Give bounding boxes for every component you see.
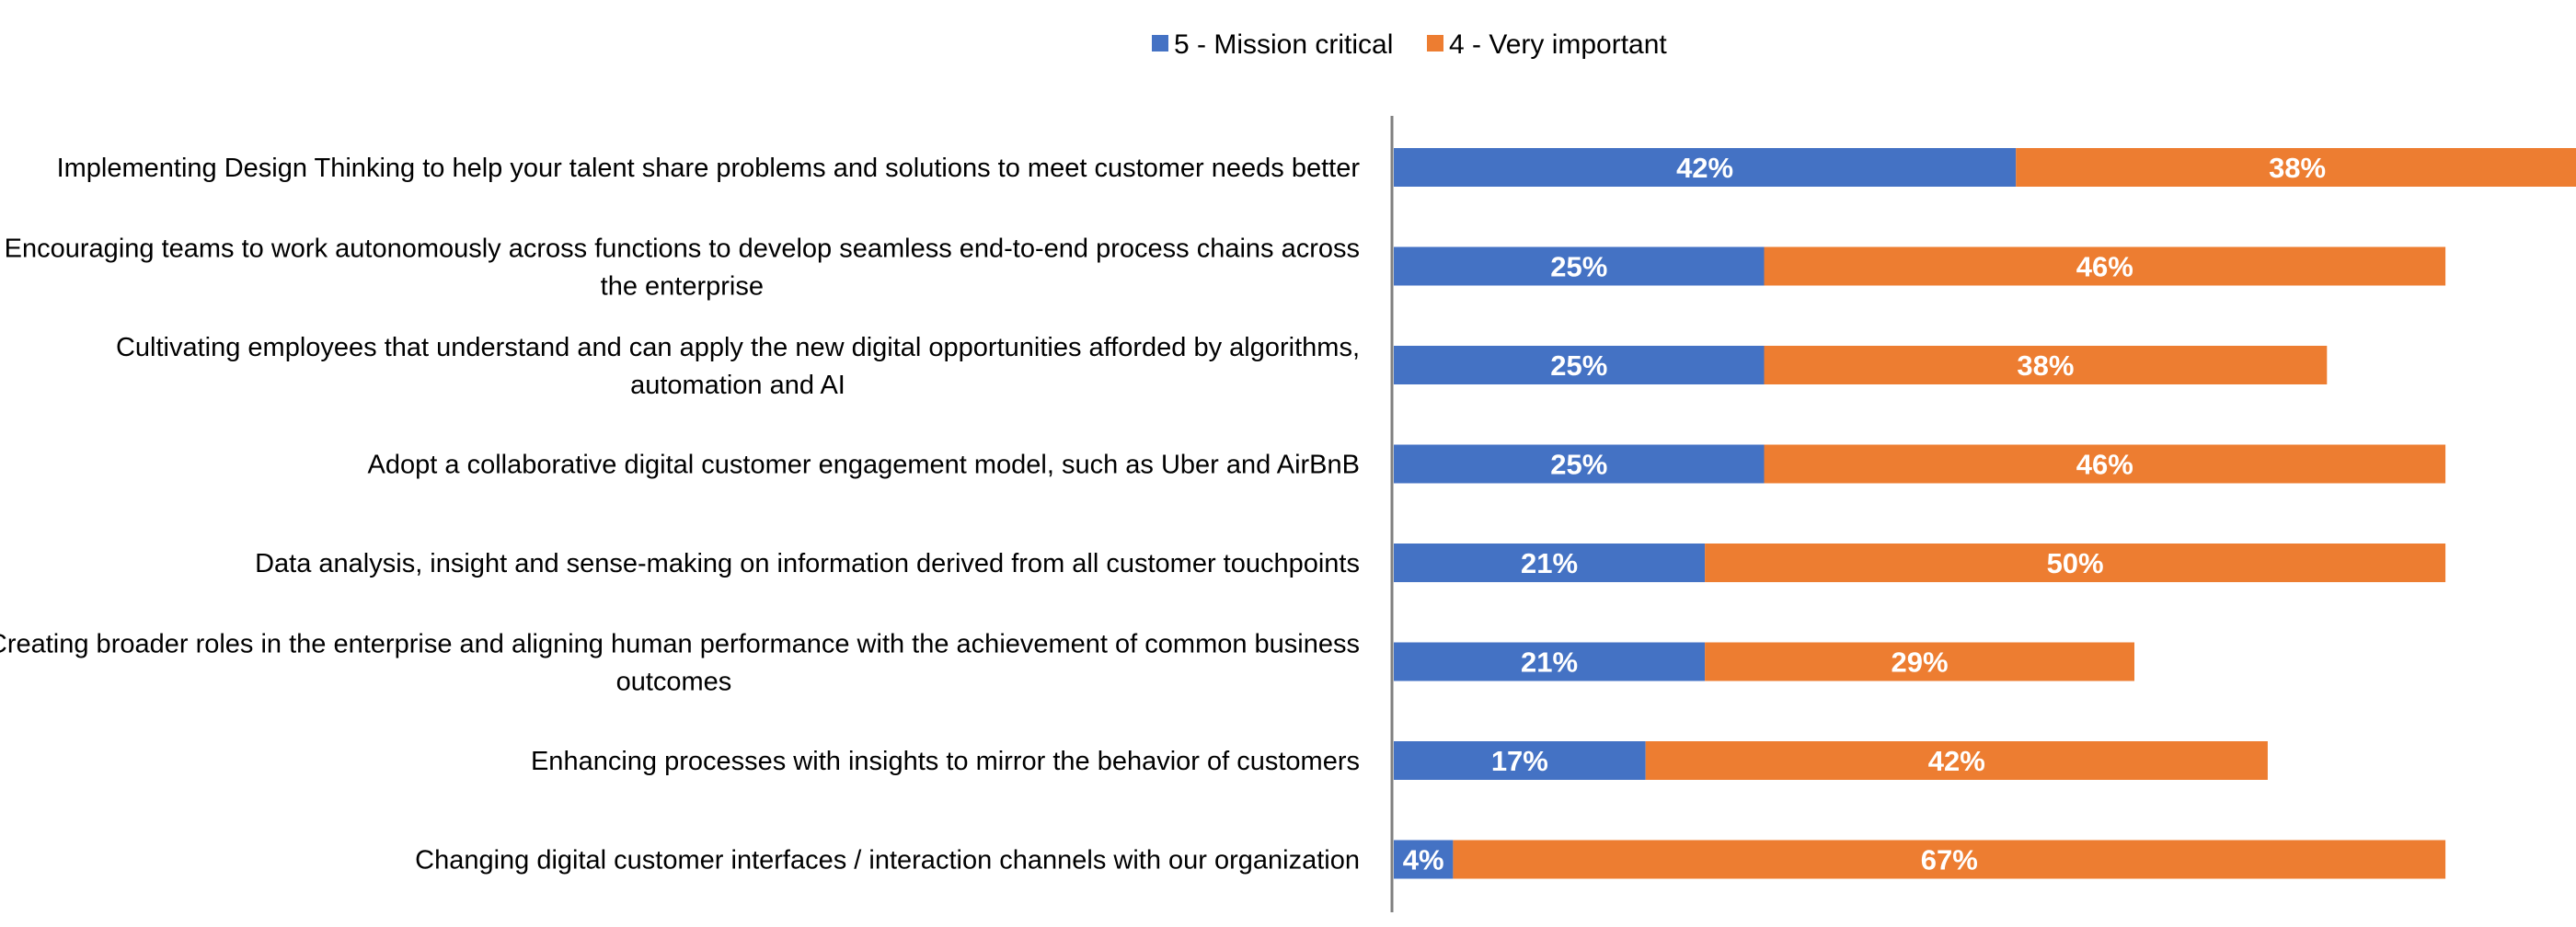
bar-very-important: [1764, 246, 2446, 286]
bar-value-label-mission-critical: 25%: [1550, 349, 1607, 382]
category-label-line-1: Creating broader roles in the enterprise…: [0, 630, 1360, 659]
bar-value-label-very-important: 29%: [1892, 647, 1949, 679]
category-label: Changing digital customer interfaces / i…: [415, 846, 1360, 876]
category-label: Implementing Design Thinking to help you…: [57, 154, 1361, 183]
bar-value-label-mission-critical: 17%: [1491, 745, 1548, 777]
bar-value-label-mission-critical: 25%: [1550, 251, 1607, 283]
bar-value-label-mission-critical: 4%: [1403, 844, 1444, 876]
bar-mission-critical: [1394, 840, 1454, 879]
bar-mission-critical: [1394, 642, 1706, 681]
legend: 5 - Mission critical 4 - Very important: [1152, 29, 1667, 60]
bar-value-label-mission-critical: 21%: [1521, 647, 1578, 679]
category-label-line-2: outcomes: [616, 668, 732, 697]
bar-mission-critical: [1394, 544, 1706, 582]
bar-very-important: [1453, 840, 2446, 879]
legend-label-mission-critical: 5 - Mission critical: [1174, 29, 1393, 60]
bar-value-label-mission-critical: 21%: [1521, 547, 1578, 579]
category-label: Adopt a collaborative digital customer e…: [368, 451, 1360, 480]
legend-swatch-very-important: [1427, 35, 1443, 52]
bar-very-important: [2016, 148, 2576, 187]
bar-value-label-very-important: 42%: [1928, 745, 1985, 777]
bar-value-label-mission-critical: 42%: [1676, 152, 1733, 184]
category-label-line-2: the enterprise: [601, 272, 764, 302]
bars: 42% 38% 25% 46% 25% 38% 25% 46% 21% 50% 21% 29% 17% 4…: [1394, 148, 2576, 879]
bar-mission-critical: [1394, 148, 2017, 187]
bar-value-label-very-important: 46%: [2076, 449, 2133, 481]
bar-very-important: [1645, 741, 2268, 780]
bar-very-important: [1705, 544, 2446, 582]
category-label-line-2: automation and AI: [630, 371, 845, 400]
category-label-line-1: Encouraging teams to work autonomously a…: [5, 235, 1360, 264]
bar-mission-critical: [1394, 741, 1646, 780]
bar-value-label-very-important: 67%: [1921, 844, 1978, 876]
bar-value-label-very-important: 38%: [2017, 349, 2074, 382]
bar-very-important: [1705, 642, 2134, 681]
category-labels: Implementing Design Thinking to help you…: [0, 154, 1360, 876]
bar-mission-critical: [1394, 444, 1765, 484]
bar-very-important: [1764, 346, 2328, 384]
bar-very-important: [1764, 444, 2446, 484]
category-label-line-1: Cultivating employees that understand an…: [116, 333, 1360, 362]
bar-value-label-very-important: 38%: [2269, 152, 2326, 184]
bar-value-label-mission-critical: 25%: [1550, 449, 1607, 481]
bar-value-label-very-important: 46%: [2076, 251, 2133, 283]
category-label: Enhancing processes with insights to mir…: [531, 747, 1360, 776]
bar-mission-critical: [1394, 346, 1765, 384]
category-label: Data analysis, insight and sense-making …: [255, 549, 1360, 578]
legend-swatch-mission-critical: [1152, 35, 1168, 52]
bar-mission-critical: [1394, 246, 1765, 286]
bar-value-label-very-important: 50%: [2047, 547, 2104, 579]
legend-label-very-important: 4 - Very important: [1449, 29, 1667, 60]
